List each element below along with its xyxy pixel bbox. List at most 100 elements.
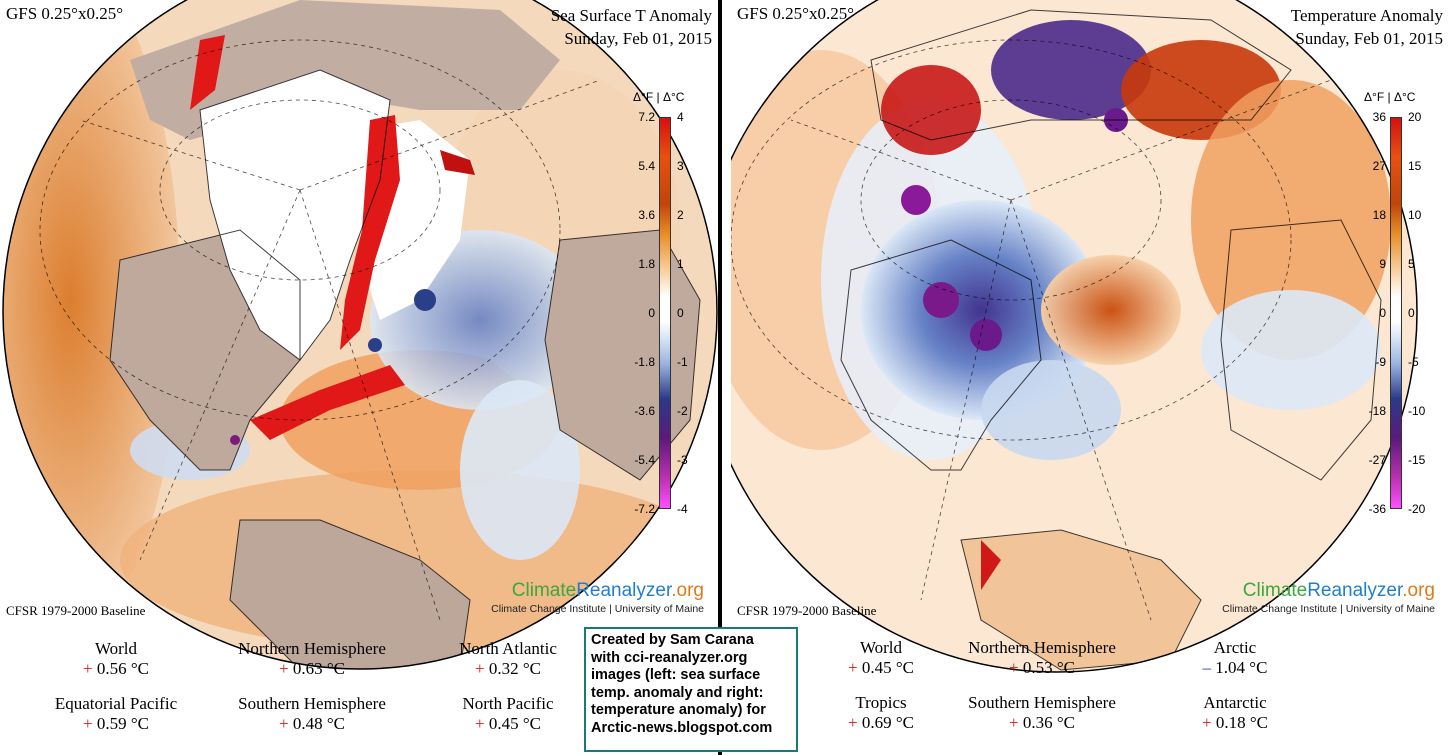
baseline-label: CFSR 1979-2000 Baseline (6, 603, 146, 618)
colorbar-tick-c: -1 (677, 355, 688, 369)
stat-label: Arctic (1213, 638, 1257, 657)
stat-world: World + 0.56 °C (21, 639, 211, 679)
colorbar-tick-c: 15 (1408, 159, 1422, 173)
stat-label: Southern Hemisphere (968, 693, 1116, 712)
colorbar-tick-c: -20 (1408, 502, 1426, 516)
colorbar-tick-c: -3 (677, 453, 688, 467)
stat-label: World (94, 639, 138, 658)
map-title-line1: Temperature Anomaly (1290, 6, 1443, 25)
colorbar-tick-f: 0 (648, 306, 655, 320)
colorbar-tick-c: -15 (1408, 453, 1426, 467)
credit-box: Created by Sam Carana with cci-reanalyze… (584, 627, 798, 752)
colorbar-tick-c: 5 (1408, 257, 1415, 271)
colorbar-tick-f: -36 (1368, 502, 1386, 516)
colorbar-tick-c: 4 (677, 110, 684, 124)
credit-line: images (left: sea surface (591, 667, 761, 683)
stat-value: 0.69 °C (861, 713, 914, 732)
stat-label: North Pacific (462, 694, 554, 713)
stat-value: 0.53 °C (1022, 658, 1075, 677)
map-title-line1: Sea Surface T Anomaly (550, 6, 712, 25)
map-date: Sunday, Feb 01, 2015 (564, 29, 712, 48)
stat-label: Tropics (855, 693, 907, 712)
sst-anomaly-panel: GFS 0.25°x0.25° Sea Surface T Anomaly Su… (0, 0, 718, 755)
sst-colorbar (659, 117, 671, 509)
colorbar-tick-f: -18 (1368, 404, 1386, 418)
colorbar-header-c: Δ°C (662, 90, 685, 104)
stat-value: 0.59 °C (96, 714, 149, 733)
colorbar-tick-f: -3.6 (634, 404, 655, 418)
colorbar-tick-f: 9 (1379, 257, 1386, 271)
stat-value: 0.45 °C (488, 714, 541, 733)
credit-line: Created by Sam Carana (591, 632, 754, 648)
credit-line: with cci-reanalyzer.org (591, 649, 748, 666)
stat-north-atlantic: North Atlantic + 0.32 °C (413, 639, 603, 679)
climate-reanalyzer-brand: ClimateReanalyzer.org Climate Change Ins… (491, 580, 704, 615)
colorbar-tick-c: 2 (677, 208, 684, 222)
map-title: Temperature Anomaly Sunday, Feb 01, 2015 (1291, 4, 1443, 50)
stat-world: World + 0.45 °C (786, 638, 976, 678)
stat-value: 0.63 °C (292, 659, 345, 678)
colorbar-tick-f: 0 (1379, 306, 1386, 320)
brand-logo: ClimateReanalyzer.org (511, 580, 704, 601)
stat-northern-hemisphere: Northern Hemisphere + 0.53 °C (947, 638, 1137, 678)
model-label: GFS 0.25°x0.25° (737, 4, 855, 23)
credit-line: Arctic-news.blogspot.com (591, 719, 773, 736)
stat-label: Antarctic (1203, 693, 1267, 712)
baseline-label: CFSR 1979-2000 Baseline (737, 603, 877, 618)
stat-equatorial-pacific: Equatorial Pacific + 0.59 °C (21, 694, 211, 734)
stat-value: 0.32 °C (488, 659, 541, 678)
stat-southern-hemisphere: Southern Hemisphere + 0.36 °C (947, 693, 1137, 733)
colorbar-header-c: Δ°C (1393, 90, 1416, 104)
colorbar-tick-f: 1.8 (638, 257, 655, 271)
colorbar-tick-c: -10 (1408, 404, 1426, 418)
colorbar-header-f: Δ°F (633, 90, 654, 104)
stat-tropics: Tropics + 0.69 °C (786, 693, 976, 733)
stat-value: 0.48 °C (292, 714, 345, 733)
colorbar-tick-c: 3 (677, 159, 684, 173)
institution-label: Climate Change Institute | University of… (491, 603, 704, 615)
colorbar-tick-f: 18 (1372, 208, 1386, 222)
stat-value: 0.18 °C (1215, 713, 1268, 732)
map-title: Sea Surface T Anomaly Sunday, Feb 01, 20… (551, 4, 712, 50)
model-label: GFS 0.25°x0.25° (6, 4, 124, 23)
colorbar-tick-f: -7.2 (634, 502, 655, 516)
colorbar-header: Δ°F | Δ°C (633, 90, 685, 104)
temperature-anomaly-globe (731, 0, 1418, 673)
stat-value: 0.56 °C (96, 659, 149, 678)
temperature-colorbar (1390, 117, 1402, 509)
stat-label: World (859, 638, 903, 657)
colorbar-tick-c: 0 (677, 306, 684, 320)
climate-reanalyzer-brand: ClimateReanalyzer.org Climate Change Ins… (1222, 580, 1435, 615)
stat-value: 1.04 °C (1215, 658, 1268, 677)
stat-antarctic: Antarctic + 0.18 °C (1140, 693, 1330, 733)
stat-label: North Atlantic (459, 639, 557, 658)
stat-value: 0.45 °C (861, 658, 914, 677)
stat-label: Southern Hemisphere (238, 694, 386, 713)
colorbar-tick-f: 7.2 (638, 110, 655, 124)
stat-label: Equatorial Pacific (54, 694, 178, 713)
credit-line: temperature anomaly) for (591, 702, 766, 718)
credit-line: temp. anomaly and right: (591, 684, 764, 701)
colorbar-tick-f: 3.6 (638, 208, 655, 222)
stat-label: Northern Hemisphere (238, 639, 386, 658)
colorbar-tick-f: -27 (1368, 453, 1386, 467)
colorbar-tick-c: -5 (1408, 355, 1419, 369)
brand-logo: ClimateReanalyzer.org (1242, 580, 1435, 601)
stat-value: 0.36 °C (1022, 713, 1075, 732)
sst-anomaly-globe (2, 0, 718, 670)
stat-northern-hemisphere: Northern Hemisphere + 0.63 °C (217, 639, 407, 679)
colorbar-tick-c: 1 (677, 257, 684, 271)
institution-label: Climate Change Institute | University of… (1222, 603, 1435, 615)
colorbar-tick-c: -2 (677, 404, 688, 418)
colorbar-tick-c: 0 (1408, 306, 1415, 320)
colorbar-header-f: Δ°F (1364, 90, 1385, 104)
stat-arctic: Arctic – 1.04 °C (1140, 638, 1330, 678)
colorbar-header: Δ°F | Δ°C (1364, 90, 1416, 104)
temperature-anomaly-panel: GFS 0.25°x0.25° Temperature Anomaly Sund… (731, 0, 1449, 755)
stat-north-pacific: North Pacific + 0.45 °C (413, 694, 603, 734)
colorbar-tick-c: -4 (677, 502, 688, 516)
colorbar-tick-f: -5.4 (634, 453, 655, 467)
panel-divider (718, 0, 722, 755)
stat-southern-hemisphere: Southern Hemisphere + 0.48 °C (217, 694, 407, 734)
colorbar-tick-c: 10 (1408, 208, 1422, 222)
